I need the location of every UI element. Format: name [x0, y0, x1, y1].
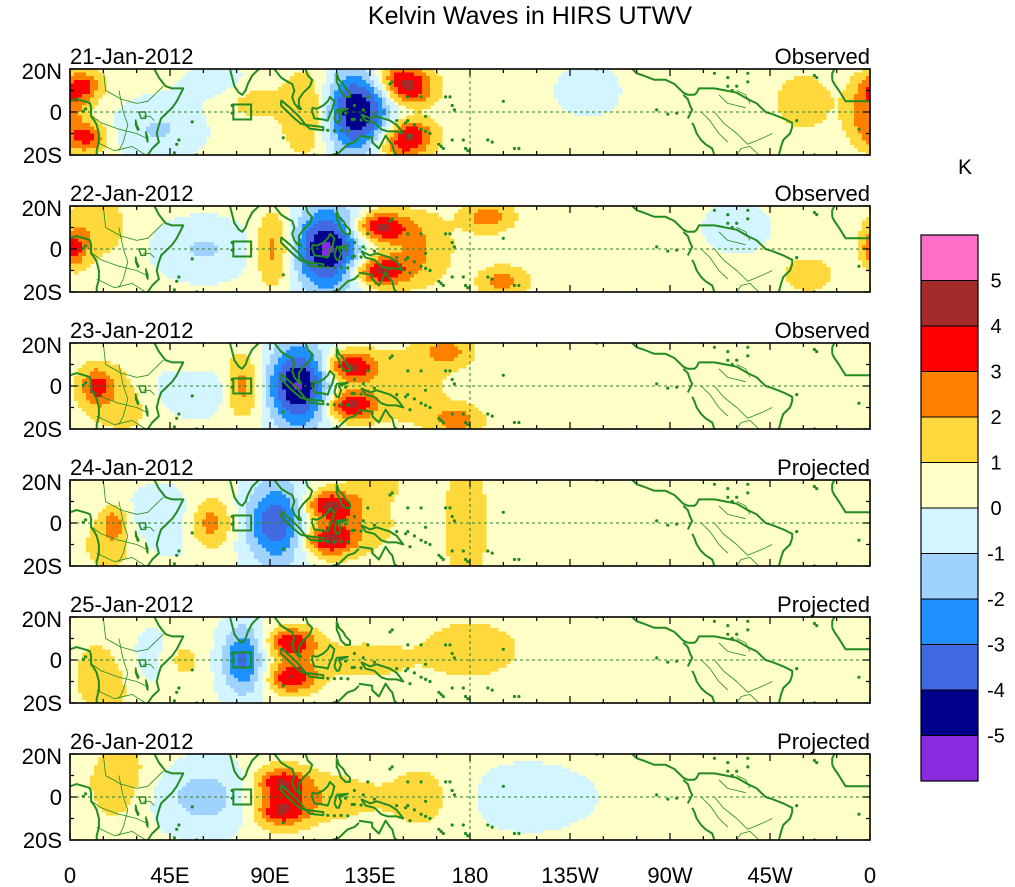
y-tick-label: 0	[50, 511, 62, 536]
colorbar-label: -2	[987, 589, 1005, 611]
x-tick-label: 0	[64, 863, 76, 887]
y-tick-label: 20N	[22, 470, 62, 495]
colorbar-swatch	[921, 462, 978, 509]
colorbar-label: -1	[987, 544, 1005, 566]
islands	[81, 617, 861, 703]
colorbar-label: 5	[990, 271, 1001, 293]
colorbar-swatch	[921, 326, 978, 372]
panel-date: 22-Jan-2012	[70, 181, 194, 206]
colorbar-swatch	[921, 690, 978, 736]
panel-date: 23-Jan-2012	[70, 318, 194, 343]
coastlines	[70, 480, 870, 566]
colorbar-swatch	[921, 553, 978, 600]
y-tick-label: 20N	[22, 333, 62, 358]
colorbar-swatch	[921, 644, 978, 691]
y-tick-label: 20N	[22, 744, 62, 769]
chart-title: Kelvin Waves in HIRS UTWV	[368, 2, 692, 30]
panel-ticks	[69, 616, 871, 704]
coastlines	[70, 343, 870, 429]
panel-field	[70, 69, 870, 155]
y-tick-label: 0	[50, 237, 62, 262]
colorbar-label: -4	[987, 680, 1005, 702]
panel-date: 26-Jan-2012	[70, 729, 194, 754]
panel-label: Observed	[775, 318, 870, 343]
x-tick-label: 135E	[344, 863, 395, 887]
colorbar-units: K	[958, 156, 972, 179]
islands	[81, 206, 861, 292]
y-tick-label: 0	[50, 100, 62, 125]
colorbar-label: 3	[990, 362, 1001, 384]
panel-date: 24-Jan-2012	[70, 455, 194, 480]
colorbar-swatch	[921, 235, 978, 281]
panels: 20N 0 20S 21-Jan-2012 Observed 20N 0 20S 22-Jan-…	[22, 44, 871, 853]
islands	[81, 343, 861, 429]
panel-6: 20N 0 20S 26-Jan-2012 Projected	[22, 729, 871, 853]
panel-ticks	[69, 753, 871, 841]
y-tick-label: 20S	[23, 554, 62, 579]
x-tick-label: 135W	[541, 863, 599, 887]
coastlines	[70, 69, 870, 155]
panel-4: 20N 0 20S 24-Jan-2012 Projected	[22, 455, 871, 579]
colorbar-swatch	[921, 371, 978, 418]
colorbar-label: 0	[990, 498, 1001, 520]
coastlines	[70, 617, 870, 703]
panel-date: 21-Jan-2012	[70, 44, 194, 69]
colorbar-swatch	[921, 508, 978, 554]
x-tick-label: 90W	[647, 863, 692, 887]
panel-label: Projected	[777, 729, 870, 754]
x-axis: 0 45E 90E 135E 180 135W 90W 45W 0	[64, 863, 876, 887]
colorbar-swatch	[921, 735, 978, 782]
x-tick-label: 45W	[747, 863, 792, 887]
y-tick-label: 20S	[23, 280, 62, 305]
panel-ticks	[69, 68, 871, 156]
x-tick-label: 0	[864, 863, 876, 887]
x-tick-label: 90E	[250, 863, 289, 887]
colorbar-swatch	[921, 417, 978, 463]
field-cells	[78, 617, 515, 703]
colorbar-label: 1	[990, 453, 1001, 475]
panel-ticks	[69, 479, 871, 567]
colorbar: 5 4 3 2 1 0 -1 -2 -3 -4 -5	[920, 234, 1005, 782]
panel-3: 20N 0 20S 23-Jan-2012 Observed	[22, 318, 871, 442]
islands	[81, 480, 861, 566]
y-tick-label: 20S	[23, 417, 62, 442]
y-tick-label: 20S	[23, 143, 62, 168]
panel-1: 20N 0 20S 21-Jan-2012 Observed	[22, 44, 871, 168]
y-tick-label: 20N	[22, 607, 62, 632]
y-tick-label: 20N	[22, 196, 62, 221]
y-tick-label: 0	[50, 648, 62, 673]
y-tick-label: 0	[50, 374, 62, 399]
colorbar-swatch	[921, 599, 978, 645]
panel-ticks	[69, 342, 871, 430]
panel-ticks	[69, 205, 871, 293]
panel-label: Projected	[777, 455, 870, 480]
y-tick-label: 20S	[23, 691, 62, 716]
panel-field	[70, 617, 870, 703]
colorbar-label: -3	[987, 635, 1005, 657]
y-tick-label: 0	[50, 785, 62, 810]
colorbar-label: 4	[990, 316, 1001, 338]
y-tick-label: 20N	[22, 59, 62, 84]
colorbar-label: -5	[987, 726, 1005, 748]
panel-5: 20N 0 20S 25-Jan-2012 Projected	[22, 592, 871, 716]
panel-label: Observed	[775, 181, 870, 206]
y-tick-label: 20S	[23, 828, 62, 853]
panel-label: Observed	[775, 44, 870, 69]
panel-field	[70, 343, 870, 429]
field-cells	[70, 69, 870, 155]
panel-field	[70, 480, 870, 566]
x-tick-label: 45E	[150, 863, 189, 887]
colorbar-label: 2	[990, 407, 1001, 429]
x-tick-label: 180	[452, 863, 489, 887]
panel-label: Projected	[777, 592, 870, 617]
panel-2: 20N 0 20S 22-Jan-2012 Observed	[22, 181, 871, 305]
colorbar-swatch	[921, 280, 978, 327]
panel-field	[70, 206, 870, 292]
field-cells	[90, 754, 599, 840]
panel-field	[70, 754, 870, 840]
panel-date: 25-Jan-2012	[70, 592, 194, 617]
